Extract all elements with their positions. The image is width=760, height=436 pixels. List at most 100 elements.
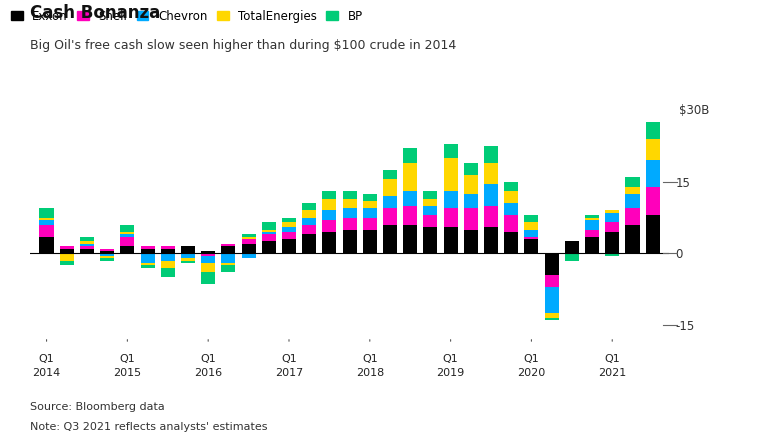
Bar bbox=[565, 242, 579, 253]
Bar bbox=[80, 237, 94, 242]
Bar bbox=[160, 246, 175, 249]
Bar bbox=[605, 222, 619, 232]
Bar bbox=[403, 225, 417, 253]
Bar bbox=[585, 237, 599, 253]
Bar bbox=[322, 211, 337, 220]
Bar bbox=[282, 232, 296, 239]
Bar bbox=[484, 163, 498, 184]
Bar bbox=[60, 249, 74, 253]
Bar bbox=[141, 263, 154, 265]
Bar bbox=[201, 263, 215, 272]
Bar bbox=[524, 215, 539, 222]
Bar bbox=[221, 265, 236, 272]
Bar bbox=[40, 218, 54, 220]
Bar bbox=[181, 261, 195, 263]
Text: 2017: 2017 bbox=[275, 368, 303, 378]
Bar bbox=[403, 148, 417, 163]
Bar bbox=[282, 222, 296, 227]
Bar bbox=[504, 203, 518, 215]
Bar bbox=[363, 208, 377, 218]
Bar bbox=[322, 220, 337, 232]
Bar bbox=[80, 249, 94, 253]
Bar bbox=[302, 203, 316, 211]
Bar bbox=[645, 160, 660, 187]
Bar bbox=[40, 237, 54, 253]
Bar bbox=[524, 222, 539, 229]
Bar bbox=[403, 206, 417, 225]
Bar bbox=[100, 253, 114, 256]
Bar bbox=[221, 246, 236, 253]
Bar bbox=[40, 220, 54, 225]
Bar bbox=[120, 237, 135, 246]
Bar bbox=[545, 275, 559, 287]
Bar bbox=[423, 198, 438, 206]
Bar bbox=[645, 122, 660, 139]
Bar bbox=[645, 187, 660, 215]
Text: 2020: 2020 bbox=[518, 368, 546, 378]
Bar bbox=[383, 196, 397, 208]
Bar bbox=[282, 239, 296, 253]
Bar bbox=[80, 246, 94, 249]
Bar bbox=[403, 163, 417, 191]
Bar bbox=[484, 146, 498, 163]
Bar bbox=[201, 272, 215, 284]
Bar bbox=[464, 194, 478, 208]
Bar bbox=[585, 215, 599, 218]
Bar bbox=[625, 177, 639, 187]
Bar bbox=[545, 253, 559, 275]
Bar bbox=[504, 191, 518, 203]
Bar bbox=[524, 237, 539, 239]
Legend: Exxon, Shell, Chevron, TotalEnergies, BP: Exxon, Shell, Chevron, TotalEnergies, BP bbox=[11, 10, 363, 23]
Bar bbox=[585, 229, 599, 237]
Bar bbox=[545, 318, 559, 320]
Bar bbox=[302, 211, 316, 218]
Bar bbox=[201, 256, 215, 263]
Bar bbox=[282, 218, 296, 222]
Bar bbox=[524, 239, 539, 253]
Bar bbox=[160, 261, 175, 268]
Bar bbox=[100, 256, 114, 258]
Bar bbox=[605, 253, 619, 256]
Bar bbox=[423, 215, 438, 227]
Bar bbox=[363, 218, 377, 229]
Bar bbox=[625, 194, 639, 208]
Bar bbox=[40, 225, 54, 237]
Bar bbox=[160, 268, 175, 277]
Bar bbox=[322, 198, 337, 211]
Bar bbox=[625, 187, 639, 194]
Text: Q1: Q1 bbox=[443, 354, 458, 364]
Bar bbox=[120, 232, 135, 234]
Bar bbox=[645, 215, 660, 253]
Bar bbox=[302, 225, 316, 234]
Bar bbox=[585, 220, 599, 229]
Bar bbox=[261, 222, 276, 229]
Bar bbox=[605, 232, 619, 253]
Text: Q1: Q1 bbox=[281, 354, 297, 364]
Bar bbox=[545, 313, 559, 318]
Text: 2014: 2014 bbox=[33, 368, 61, 378]
Bar bbox=[625, 225, 639, 253]
Bar bbox=[504, 215, 518, 232]
Bar bbox=[383, 170, 397, 180]
Bar bbox=[444, 227, 458, 253]
Text: Source: Bloomberg data: Source: Bloomberg data bbox=[30, 402, 165, 412]
Bar bbox=[423, 191, 438, 198]
Bar bbox=[343, 218, 356, 229]
Bar bbox=[403, 191, 417, 206]
Bar bbox=[565, 253, 579, 261]
Bar bbox=[60, 253, 74, 261]
Bar bbox=[160, 253, 175, 261]
Bar bbox=[484, 206, 498, 227]
Bar bbox=[221, 263, 236, 265]
Bar bbox=[201, 251, 215, 253]
Bar bbox=[302, 234, 316, 253]
Bar bbox=[100, 249, 114, 251]
Bar bbox=[141, 246, 154, 249]
Bar bbox=[100, 251, 114, 253]
Bar bbox=[322, 232, 337, 253]
Text: 2015: 2015 bbox=[113, 368, 141, 378]
Bar bbox=[242, 244, 255, 253]
Bar bbox=[363, 201, 377, 208]
Text: Q1: Q1 bbox=[362, 354, 378, 364]
Text: 2016: 2016 bbox=[194, 368, 222, 378]
